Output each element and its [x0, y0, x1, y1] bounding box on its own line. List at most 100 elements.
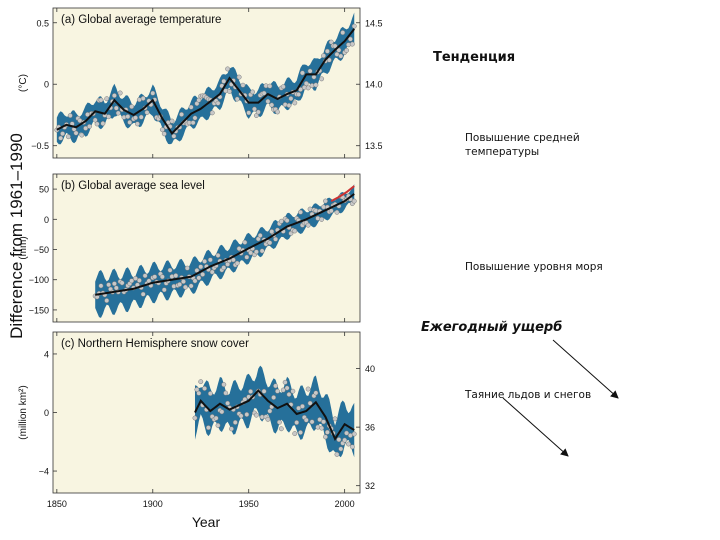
data-point [232, 419, 238, 425]
data-point [215, 252, 221, 258]
data-point [221, 265, 227, 271]
data-point [125, 114, 131, 120]
data-point [290, 388, 296, 394]
data-point [94, 121, 100, 127]
data-point [292, 228, 298, 234]
panel-title-b: (b) Global average sea level [61, 180, 205, 192]
data-point [169, 118, 175, 124]
data-point [196, 390, 202, 396]
data-point [298, 209, 303, 215]
data-point [159, 127, 165, 133]
data-point [278, 426, 284, 432]
data-point [190, 120, 196, 126]
data-point [244, 412, 250, 417]
y-tick-label: −4 [39, 467, 49, 477]
y-axis-label-c: (million km²) [18, 385, 29, 439]
data-point [244, 254, 250, 260]
data-point [98, 97, 104, 103]
data-point [296, 405, 302, 411]
data-point [294, 420, 300, 425]
data-point [113, 285, 119, 291]
data-point [269, 102, 275, 108]
data-point [275, 388, 280, 394]
data-point [250, 89, 256, 95]
data-point [230, 257, 236, 263]
data-point [334, 209, 340, 215]
data-point [200, 271, 206, 277]
data-point [106, 114, 112, 120]
data-point [207, 391, 213, 396]
data-point [236, 74, 242, 80]
data-point [248, 389, 254, 394]
data-point [205, 425, 211, 431]
data-point [67, 113, 73, 118]
x-tick-label: 2000 [335, 499, 355, 509]
data-point [271, 395, 277, 400]
data-point [336, 47, 342, 53]
data-point [319, 425, 325, 431]
data-point [192, 115, 198, 121]
sea-level-rise-label: Повышение уровня моря [465, 261, 603, 273]
panel-title-c: (c) Northern Hemisphere snow cover [61, 338, 249, 350]
data-point [351, 431, 357, 437]
data-point [349, 41, 355, 47]
data-point [242, 239, 248, 245]
y-axis-label-b: (mm) [18, 236, 29, 259]
data-point [198, 264, 204, 270]
data-point [265, 98, 271, 104]
data-point [104, 96, 110, 102]
right-tick-label: 36 [365, 423, 375, 433]
temperature-rise-line-1: Повышение средней [465, 132, 580, 144]
data-point [202, 258, 208, 264]
data-point [282, 379, 288, 385]
data-point [192, 415, 198, 421]
smoothed-line-b [95, 193, 355, 296]
x-tick-label: 1850 [47, 499, 67, 509]
chart-panel-c: −4 0 4 40 36 32 1850 1900 1950 2000 (c) Northern H… [18, 331, 375, 509]
right-tick-label: 14.0 [365, 80, 383, 90]
data-point [179, 111, 185, 117]
temperature-rise-label: Повышение средней температуры [465, 131, 625, 159]
data-point [259, 248, 265, 254]
data-point [113, 105, 119, 111]
data-point [207, 257, 213, 263]
data-point [326, 57, 332, 63]
data-point [171, 133, 177, 139]
y-tick-label: 0.5 [36, 18, 49, 28]
data-point [248, 250, 254, 256]
data-point [73, 130, 79, 136]
y-tick-label: 0 [44, 80, 49, 90]
uncertainty-band-c [194, 365, 355, 458]
data-point [119, 280, 125, 286]
data-point [196, 275, 202, 281]
data-point [278, 218, 284, 224]
data-point [221, 382, 227, 387]
data-point [319, 216, 325, 222]
data-point [257, 233, 263, 238]
data-point [198, 379, 204, 385]
data-point [334, 451, 340, 457]
smoothed-line-c [194, 389, 355, 441]
data-point [234, 96, 240, 102]
data-point [159, 274, 165, 280]
data-point [138, 114, 144, 120]
data-point [213, 415, 219, 421]
data-point [100, 121, 106, 126]
data-point [127, 119, 133, 125]
data-point [267, 408, 273, 414]
data-point [240, 82, 246, 88]
y-tick-label: −100 [29, 275, 49, 285]
y-tick-label: 50 [39, 185, 49, 195]
data-point [111, 93, 117, 99]
data-point [252, 106, 257, 112]
data-point [336, 437, 342, 443]
data-point [321, 419, 326, 425]
data-point [319, 76, 325, 82]
data-point [351, 23, 357, 29]
data-point [77, 118, 83, 123]
data-point [307, 68, 313, 74]
data-point [188, 283, 194, 289]
data-point [106, 282, 112, 288]
y-tick-label: 0 [44, 408, 49, 418]
